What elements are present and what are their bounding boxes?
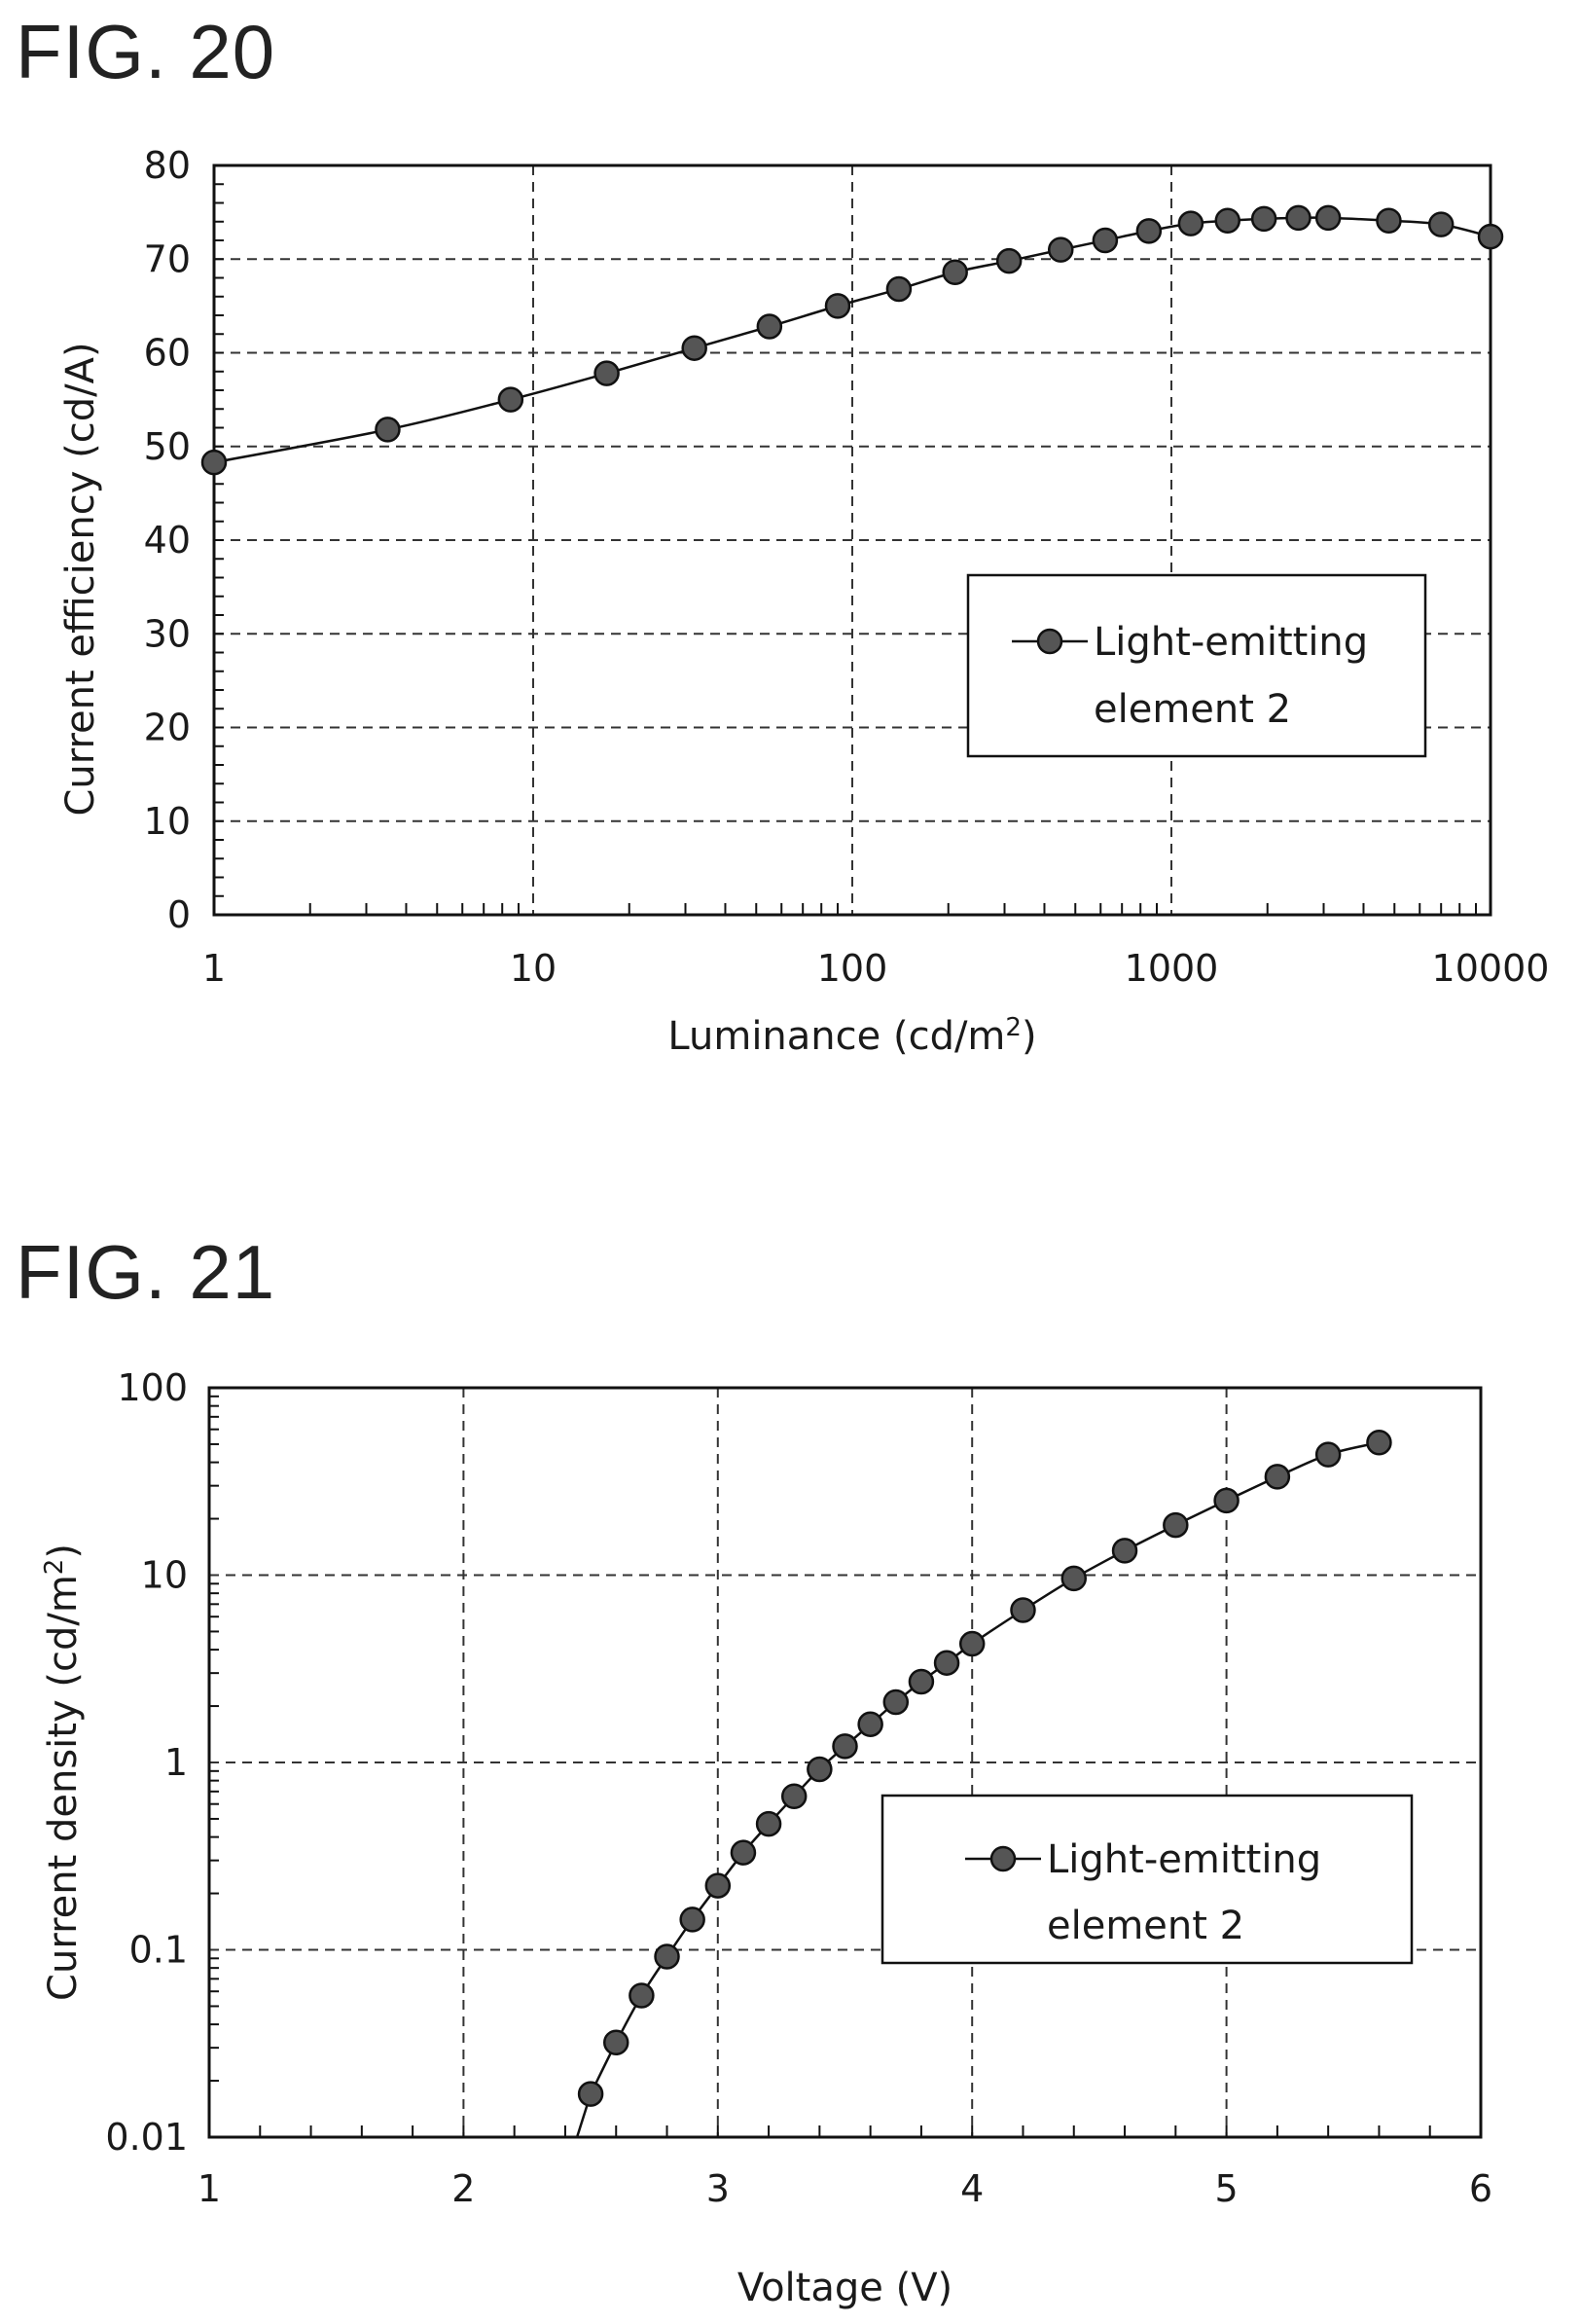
data-point bbox=[1314, 204, 1342, 232]
y-tick-label: 10 bbox=[141, 1554, 188, 1597]
y-tick-label: 80 bbox=[144, 144, 191, 187]
y-tick-label: 10 bbox=[144, 800, 191, 843]
data-point bbox=[1010, 1597, 1036, 1623]
x-tick-label: 10 bbox=[510, 947, 557, 990]
data-point bbox=[497, 386, 524, 413]
legend-marker bbox=[1036, 628, 1063, 655]
data-point bbox=[942, 259, 968, 285]
y-tick-label: 100 bbox=[117, 1366, 188, 1409]
data-point bbox=[1314, 1441, 1342, 1468]
x-tick-label: 1000 bbox=[1125, 947, 1219, 990]
legend: Light-emitting element 2 bbox=[966, 573, 1427, 758]
data-point bbox=[602, 2029, 629, 2056]
y-tick-label: 40 bbox=[144, 519, 191, 562]
data-point bbox=[1135, 218, 1163, 244]
legend-label-line2: element 2 bbox=[1047, 1904, 1244, 1948]
y-tick-label: 1 bbox=[164, 1741, 188, 1784]
x-axis-label: Luminance (cd/m2) bbox=[667, 1013, 1036, 1059]
figure-21-title: FIG. 21 bbox=[16, 1229, 276, 1315]
data-point bbox=[1285, 204, 1312, 232]
y-tick-label: 70 bbox=[144, 237, 191, 280]
chart-fig21: 1 2 3 4 5 6 0.01 0.1 1 10 100 Voltage (V) Current de… bbox=[40, 1366, 1492, 2310]
data-point bbox=[200, 449, 228, 476]
data-point bbox=[1163, 1511, 1189, 1539]
data-point bbox=[375, 417, 401, 443]
data-point bbox=[1048, 236, 1074, 263]
data-point bbox=[857, 1711, 883, 1737]
data-point bbox=[807, 1756, 833, 1783]
data-point bbox=[1366, 1430, 1392, 1456]
x-tick-label: 2 bbox=[451, 2167, 475, 2210]
y-tick-label: 60 bbox=[144, 332, 191, 375]
x-tick-label: 6 bbox=[1469, 2167, 1492, 2210]
x-tick-label: 10000 bbox=[1432, 947, 1550, 990]
y-axis-label: Current density (cd/m2) bbox=[40, 1543, 86, 2001]
data-point bbox=[958, 1630, 986, 1657]
x-tick-label: 3 bbox=[706, 2167, 730, 2210]
data-point bbox=[1477, 223, 1504, 250]
x-tick-label: 100 bbox=[817, 947, 888, 990]
data-point bbox=[730, 1839, 757, 1866]
y-tick-label: 30 bbox=[144, 612, 191, 655]
data-point bbox=[1214, 207, 1241, 235]
data-point bbox=[933, 1650, 960, 1676]
data-point bbox=[679, 1906, 705, 1933]
data-point bbox=[824, 293, 851, 319]
y-tick-label: 20 bbox=[144, 707, 191, 749]
y-tick-label: 0.01 bbox=[105, 2116, 188, 2159]
x-tick-label: 4 bbox=[960, 2167, 984, 2210]
data-point bbox=[577, 2081, 604, 2107]
data-point bbox=[681, 335, 707, 361]
y-tick-label: 0.1 bbox=[129, 1929, 188, 1972]
data-point bbox=[1092, 227, 1119, 254]
data-point bbox=[1264, 1464, 1291, 1490]
data-point bbox=[755, 1810, 782, 1837]
data-point bbox=[1250, 205, 1277, 233]
data-point bbox=[593, 360, 620, 386]
data-point bbox=[908, 1668, 935, 1695]
legend-box bbox=[880, 1794, 1414, 1965]
data-point bbox=[885, 275, 913, 303]
legend-marker bbox=[989, 1845, 1017, 1872]
legend-label-line2: element 2 bbox=[1094, 687, 1291, 732]
x-tick-label: 1 bbox=[202, 947, 226, 990]
legend-label-line1: Light-emitting bbox=[1094, 620, 1368, 665]
chart-fig20: 1 10 100 1000 10000 0 10 20 30 40 50 60 70 80 Luminanc… bbox=[58, 144, 1549, 1059]
data-point bbox=[832, 1733, 858, 1760]
data-point bbox=[1060, 1565, 1088, 1592]
x-axis-label: Voltage (V) bbox=[737, 2266, 952, 2310]
figure-20-title: FIG. 20 bbox=[16, 9, 276, 94]
data-point bbox=[756, 313, 783, 340]
data-point bbox=[882, 1689, 910, 1716]
data-point bbox=[654, 1943, 680, 1970]
data-point bbox=[780, 1783, 808, 1809]
x-tick-label: 1 bbox=[198, 2167, 221, 2210]
data-point bbox=[629, 1982, 655, 2009]
y-tick-label: 50 bbox=[144, 425, 191, 468]
y-axis-label: Current efficiency (cd/A) bbox=[58, 342, 103, 816]
data-point bbox=[1177, 210, 1204, 236]
series-line bbox=[589, 1441, 1380, 2095]
plot-frame bbox=[207, 1386, 1483, 2139]
data-point bbox=[1111, 1538, 1138, 1564]
data-point bbox=[1376, 207, 1402, 235]
plot-frame bbox=[212, 163, 1492, 917]
y-tick-label: 0 bbox=[167, 893, 191, 936]
data-point bbox=[1427, 211, 1455, 237]
x-tick-label: 5 bbox=[1215, 2167, 1239, 2210]
data-point bbox=[704, 1872, 732, 1899]
data-point bbox=[1213, 1487, 1240, 1514]
legend-label-line1: Light-emitting bbox=[1047, 1837, 1321, 1882]
legend: Light-emitting element 2 bbox=[880, 1794, 1414, 1965]
data-point bbox=[995, 247, 1023, 274]
legend-box bbox=[966, 573, 1427, 758]
